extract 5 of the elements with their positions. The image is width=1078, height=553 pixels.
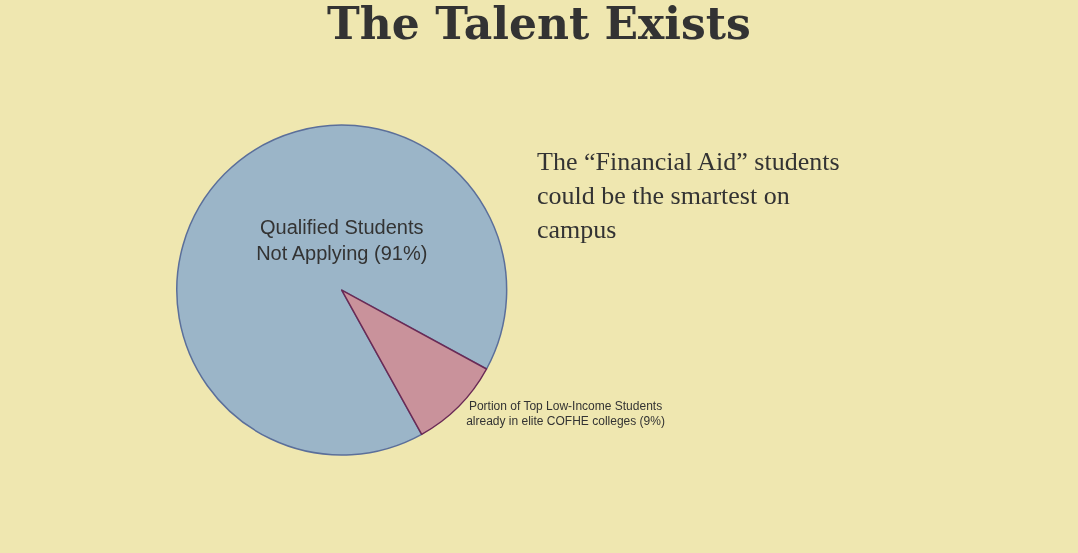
slice-label: Portion of Top Low-Income Students already in elite COFHE colleges (9%) [466, 398, 665, 429]
pie-slice [176, 124, 508, 456]
text: The “Financial Aid” students could be the smartest on campus [537, 147, 840, 244]
slice-label: Qualified Students Not Applying (91%) [256, 215, 428, 264]
chart-title: The Talent Exists [327, 0, 751, 50]
